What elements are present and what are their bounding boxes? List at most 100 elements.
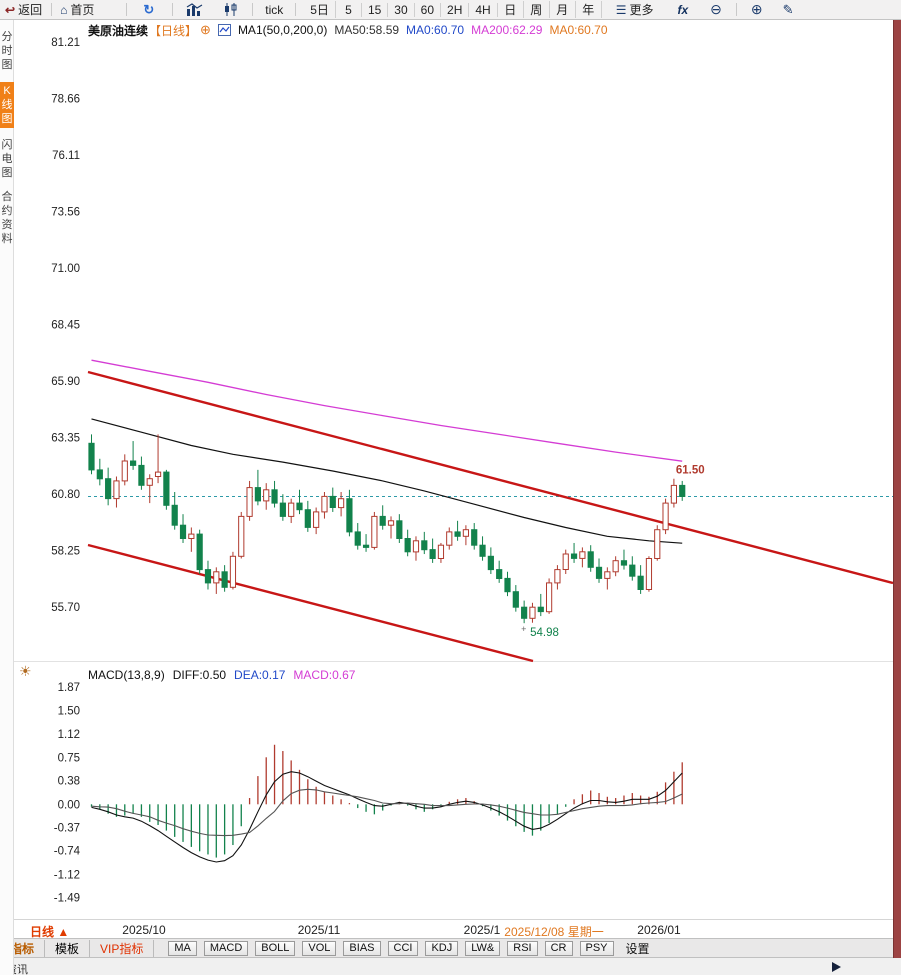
home-label: 首页 — [70, 3, 95, 17]
horizontal-scrollbar-row[interactable]: 资讯 — [0, 957, 901, 975]
home-icon: ⌂ — [60, 2, 68, 17]
period-label: 【日线】 — [149, 23, 198, 38]
indicator-button-boll[interactable]: BOLL — [255, 940, 296, 956]
indicator-button-psy[interactable]: PSY — [579, 940, 614, 956]
toolbar-separator — [735, 3, 737, 16]
macd-chart-area[interactable] — [88, 682, 893, 917]
indicator-button-ma[interactable]: MA — [168, 940, 197, 956]
sidebar-item-contract-info[interactable]: 合约资料 — [1, 191, 13, 245]
toolbar-separator — [252, 3, 254, 16]
time-axis-label: 2026/01 — [637, 923, 681, 937]
timeframe-30min[interactable]: 30 — [388, 2, 415, 17]
macd-axis-label: -1.49 — [54, 893, 80, 905]
sidebar-item-lightning-chart[interactable]: 闪电图 — [1, 139, 13, 179]
candle-chart-area[interactable] — [88, 38, 893, 661]
tab-indicators[interactable]: 指标 — [10, 939, 46, 957]
indicator-button-cci[interactable]: CCI — [387, 940, 419, 956]
indicator-button-kdj[interactable]: KDJ — [425, 940, 459, 956]
macd-params-label: MACD(13,8,9) — [88, 668, 165, 682]
price-axis-label: 65.90 — [51, 376, 80, 388]
toolbar-separator — [172, 3, 174, 16]
ma50-value: MA50:58.59 — [334, 23, 400, 37]
period-badge[interactable]: 日线 ▲ — [30, 923, 69, 940]
toolbar-separator — [126, 3, 128, 16]
macd-axis-label: 1.50 — [58, 705, 80, 717]
timeframe-year[interactable]: 年 — [576, 1, 602, 18]
tick-timeframe-button[interactable]: tick — [265, 2, 284, 17]
candle-chart-icon — [225, 3, 237, 16]
sidebar-item-time-chart[interactable]: 分时图 — [1, 31, 13, 71]
ma0-orange-value: MA0:60.70 — [549, 23, 608, 37]
indicator-button-macd[interactable]: MACD — [203, 940, 249, 956]
dea-value: DEA:0.17 — [234, 668, 286, 682]
time-axis: 日线 ▲ 2025/10 2025/11 2025/1 2025/12/08 星期一 2… — [14, 919, 893, 940]
indicator-button-rsi[interactable]: RSI — [507, 940, 538, 956]
toolbar-separator — [51, 3, 53, 16]
time-axis-label: 2025/11 — [297, 923, 341, 937]
symbol-name: 美原油连续 — [88, 23, 149, 38]
refresh-button[interactable]: ↻ — [143, 1, 155, 17]
timeframe-15min[interactable]: 15 — [362, 2, 389, 17]
add-circle-icon[interactable]: ⊕ — [200, 22, 211, 37]
formula-fx-button[interactable]: fx — [677, 2, 689, 17]
price-axis-label: 81.21 — [51, 37, 80, 49]
period-badge-label: 日线 — [30, 925, 55, 939]
timeframe-month[interactable]: 月 — [550, 1, 576, 18]
top-toolbar: ↩ 返回 ⌂ 首页 ↻ tick 5日 5 15 30 60 2H 4H 日 周… — [0, 0, 901, 20]
draw-pen-button[interactable]: ✎ — [782, 1, 794, 17]
macd-axis-label: -1.12 — [54, 869, 80, 881]
macd-axis-label: 1.12 — [58, 729, 80, 741]
zoom-in-button[interactable]: ⊕ — [750, 1, 763, 17]
sidebar-item-kline-chart[interactable]: K线图 — [0, 82, 14, 128]
scroll-right-arrow-icon[interactable] — [832, 962, 841, 972]
time-axis-label: 2025/10 — [122, 923, 166, 937]
price-axis-label: 76.11 — [52, 150, 80, 162]
macd-axis-label: 1.87 — [58, 682, 80, 694]
timeframe-5min[interactable]: 5 — [336, 2, 362, 17]
toolbar-separator — [295, 3, 297, 16]
indicator-button-lwr[interactable]: LW& — [465, 940, 501, 956]
price-axis-label: 60.80 — [51, 489, 80, 501]
indicator-tab-bar: 指标 模板 VIP指标 MA MACD BOLL VOL BIAS CCI KD… — [0, 938, 893, 957]
timeframe-5day[interactable]: 5日 — [304, 1, 336, 18]
price-axis-label: 78.66 — [51, 94, 80, 106]
ma0-blue-value: MA0:60.70 — [406, 23, 465, 37]
macd-header: MACD(13,8,9) DIFF:0.50 DEA:0.17 MACD:0.6… — [88, 668, 355, 682]
indicator-mini-icon — [217, 24, 231, 36]
price-axis-label: 68.45 — [51, 320, 80, 332]
timeframe-4h[interactable]: 4H — [469, 2, 498, 17]
timeframe-day[interactable]: 日 — [498, 1, 524, 18]
timeframe-2h[interactable]: 2H — [441, 2, 470, 17]
price-axis-label: 63.35 — [51, 433, 80, 445]
macd-axis-label: -0.37 — [54, 822, 80, 834]
tab-templates[interactable]: 模板 — [55, 939, 91, 957]
home-button[interactable]: ⌂ 首页 — [60, 1, 94, 18]
macd-axis-label: 0.00 — [58, 799, 80, 811]
price-axis-label: 55.70 — [51, 602, 80, 614]
more-label: 更多 — [629, 3, 654, 17]
macd-axis-label: 0.38 — [58, 775, 80, 787]
diff-value: DIFF:0.50 — [172, 668, 227, 682]
time-axis-labels: 2025/10 2025/11 2025/1 2025/12/08 星期一 2026/0… — [14, 920, 893, 939]
macd-axis-label: 0.75 — [58, 752, 80, 764]
zoom-out-button[interactable]: ⊖ — [710, 1, 722, 17]
indicator-settings-sun-icon[interactable]: ☀ — [19, 663, 32, 679]
indicator-button-cr[interactable]: CR — [544, 940, 573, 956]
ma-params-label: MA1(50,0,200,0) — [237, 23, 328, 37]
timeframe-60min[interactable]: 60 — [415, 2, 442, 17]
current-date-label: 2025/12/08 星期一 — [504, 925, 604, 939]
settings-button[interactable]: 设置 — [625, 941, 650, 956]
hamburger-icon: ☰ — [615, 2, 627, 17]
indicator-button-bias[interactable]: BIAS — [343, 940, 381, 956]
time-axis-label: 2025/1 — [463, 923, 501, 937]
price-axis-label: 71.00 — [51, 263, 80, 275]
candle-chart-type-button[interactable] — [223, 3, 238, 16]
vertical-scrollbar[interactable] — [893, 20, 901, 958]
timeframe-week[interactable]: 周 — [524, 1, 550, 18]
indicator-button-vol[interactable]: VOL — [302, 940, 337, 956]
back-button[interactable]: ↩ 返回 — [5, 1, 42, 18]
bar-chart-type-button[interactable] — [186, 3, 203, 16]
chart-header: 美原油连续 【日线】 ⊕ MA1(50,0,200,0) MA50:58.59 … — [88, 22, 608, 38]
more-button[interactable]: ☰ 更多 — [616, 1, 654, 18]
tab-vip-indicators[interactable]: VIP指标 — [100, 939, 155, 957]
